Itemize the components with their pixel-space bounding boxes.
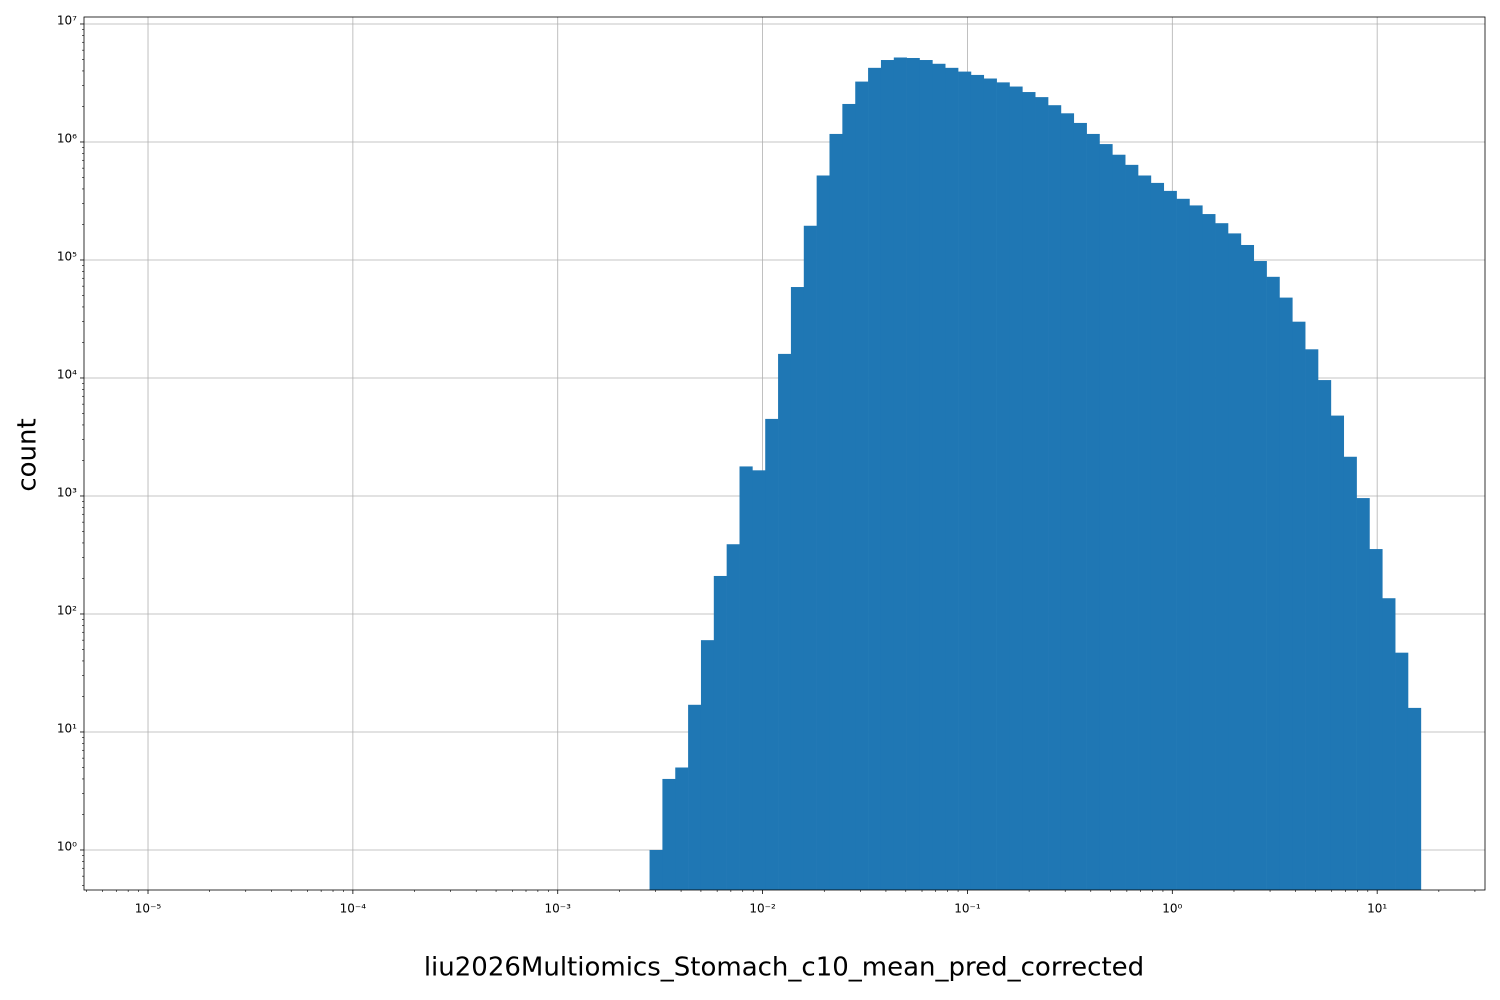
bar xyxy=(713,575,727,890)
bar xyxy=(906,57,920,890)
bar xyxy=(816,175,830,890)
bar xyxy=(739,466,753,890)
bar xyxy=(1228,233,1242,891)
y-axis-title: count xyxy=(13,418,43,491)
bar xyxy=(1099,144,1113,890)
y-tick-label: 10⁷ xyxy=(57,13,77,27)
bar xyxy=(1060,113,1075,890)
bar xyxy=(1048,105,1062,891)
bar xyxy=(765,418,779,890)
y-tick-label: 10⁴ xyxy=(57,367,77,381)
x-tick-label: 10⁻² xyxy=(749,902,776,916)
bar xyxy=(1279,297,1293,890)
x-tick-label: 10⁰ xyxy=(1162,902,1182,916)
bar xyxy=(1086,133,1100,891)
bar xyxy=(958,71,972,891)
bar xyxy=(1215,223,1229,891)
y-tick-label: 10⁶ xyxy=(57,131,77,145)
bar xyxy=(1189,205,1203,890)
bar xyxy=(1138,175,1152,890)
x-tick-label: 10⁻⁴ xyxy=(340,902,367,916)
bar xyxy=(919,60,933,891)
bar xyxy=(1330,415,1345,890)
bar xyxy=(790,287,805,891)
y-tick-label: 10² xyxy=(57,603,77,617)
bar xyxy=(662,778,676,890)
bar xyxy=(868,67,882,890)
bar xyxy=(700,640,715,890)
bar xyxy=(803,225,817,891)
bar xyxy=(1356,498,1370,890)
bar xyxy=(945,67,959,890)
bar xyxy=(752,470,766,890)
bar xyxy=(983,78,997,891)
bar xyxy=(1318,380,1332,890)
bar xyxy=(1009,86,1023,890)
bar xyxy=(726,544,740,890)
bar xyxy=(1163,190,1177,890)
bar xyxy=(1382,598,1396,890)
bar xyxy=(778,353,792,890)
x-tick-label: 10¹ xyxy=(1367,902,1387,916)
bar xyxy=(1022,92,1036,890)
y-tick-label: 10⁵ xyxy=(57,249,77,263)
bar xyxy=(1253,261,1267,890)
x-tick-label: 10⁻¹ xyxy=(954,902,981,916)
plot-frame xyxy=(83,16,1486,891)
bar xyxy=(1292,321,1306,891)
bar xyxy=(829,133,843,891)
bar xyxy=(1266,276,1280,890)
bar xyxy=(1343,456,1357,890)
y-tick-label: 10⁰ xyxy=(57,839,77,853)
bar xyxy=(893,57,907,891)
bar xyxy=(1150,182,1165,890)
bar xyxy=(1369,549,1383,890)
bar xyxy=(1202,214,1216,890)
bar xyxy=(1240,244,1255,890)
bar xyxy=(1073,122,1087,891)
bar xyxy=(1407,707,1422,890)
y-tick-label: 10³ xyxy=(57,485,77,499)
x-tick-label: 10⁻³ xyxy=(545,902,572,916)
bar xyxy=(842,103,856,891)
bar xyxy=(855,81,869,891)
y-tick-label: 10¹ xyxy=(57,721,77,735)
bar xyxy=(996,82,1010,890)
bar xyxy=(880,60,895,891)
bar xyxy=(1395,652,1409,890)
bar xyxy=(649,849,663,890)
x-tick-label: 10⁻⁵ xyxy=(135,902,162,916)
bar xyxy=(675,767,689,890)
bar xyxy=(1305,349,1319,890)
bar xyxy=(1112,154,1126,890)
bar xyxy=(1125,164,1139,891)
bar xyxy=(1035,97,1049,890)
bar xyxy=(688,704,702,890)
bar xyxy=(1176,198,1190,890)
bar xyxy=(932,63,946,891)
bar xyxy=(970,74,985,891)
x-axis-title: liu2026Multiomics_Stomach_c10_mean_pred_… xyxy=(424,953,1144,983)
